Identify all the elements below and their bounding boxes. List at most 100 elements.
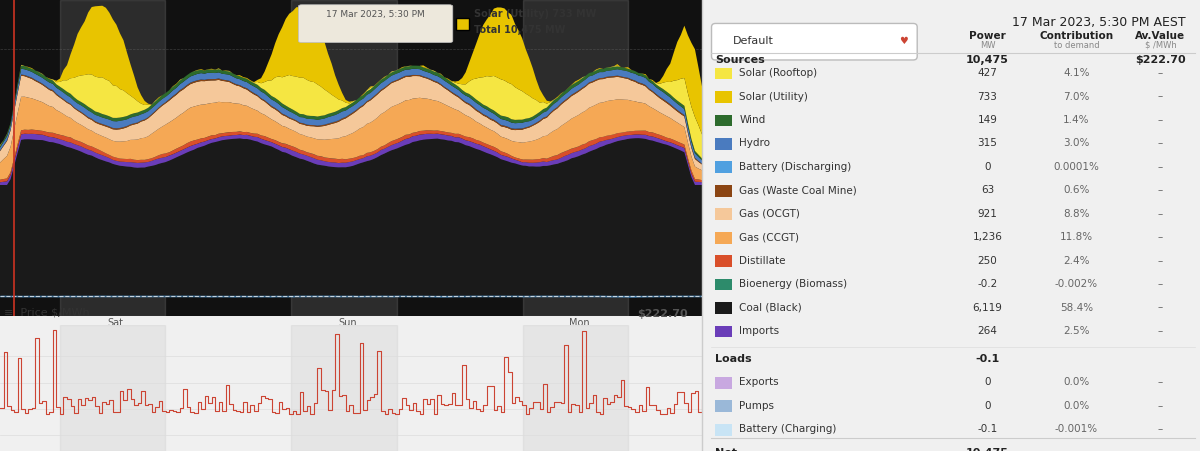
Text: 3.0%: 3.0% bbox=[1063, 138, 1090, 148]
Text: 427: 427 bbox=[978, 68, 997, 78]
Text: 315: 315 bbox=[978, 138, 997, 148]
FancyBboxPatch shape bbox=[715, 91, 732, 103]
Bar bbox=[292, 325, 397, 451]
Text: 2.4%: 2.4% bbox=[1063, 256, 1090, 266]
Text: Net: Net bbox=[715, 448, 738, 451]
Text: Gas (OCGT): Gas (OCGT) bbox=[739, 209, 800, 219]
Text: Gas (CCGT): Gas (CCGT) bbox=[739, 232, 799, 242]
FancyBboxPatch shape bbox=[715, 424, 732, 436]
FancyBboxPatch shape bbox=[715, 302, 732, 314]
Bar bbox=[60, 325, 164, 451]
Bar bbox=[523, 0, 629, 316]
Text: Default: Default bbox=[733, 37, 774, 46]
Text: 4.1%: 4.1% bbox=[1063, 68, 1090, 78]
Text: Solar (Rooftop): Solar (Rooftop) bbox=[739, 68, 817, 78]
Text: –: – bbox=[1158, 68, 1163, 78]
FancyBboxPatch shape bbox=[456, 18, 469, 30]
Text: –: – bbox=[1158, 256, 1163, 266]
Text: 733: 733 bbox=[978, 92, 997, 101]
Text: –: – bbox=[1158, 424, 1163, 434]
Text: 264: 264 bbox=[978, 326, 997, 336]
Text: Loads: Loads bbox=[715, 354, 752, 364]
Text: 0.6%: 0.6% bbox=[1063, 185, 1090, 195]
Text: 20 Mar: 20 Mar bbox=[562, 329, 596, 339]
Text: $222.70: $222.70 bbox=[1135, 55, 1186, 64]
Text: Imports: Imports bbox=[739, 326, 779, 336]
Text: Sources: Sources bbox=[715, 55, 766, 64]
Text: 7.0%: 7.0% bbox=[1063, 92, 1090, 101]
Bar bbox=[60, 0, 164, 316]
Text: Mon: Mon bbox=[569, 318, 589, 328]
Text: 18 Mar: 18 Mar bbox=[98, 329, 133, 339]
Text: Battery (Discharging): Battery (Discharging) bbox=[739, 162, 852, 172]
Text: 0: 0 bbox=[984, 162, 991, 172]
Text: –: – bbox=[1158, 115, 1163, 125]
Text: 1,236: 1,236 bbox=[972, 232, 1002, 242]
FancyBboxPatch shape bbox=[715, 232, 732, 244]
Text: 921: 921 bbox=[978, 209, 997, 219]
Text: 0.0001%: 0.0001% bbox=[1054, 162, 1099, 172]
Text: –: – bbox=[1158, 303, 1163, 313]
FancyBboxPatch shape bbox=[715, 185, 732, 197]
Text: Av.Value: Av.Value bbox=[1135, 31, 1186, 41]
Text: –: – bbox=[1158, 209, 1163, 219]
Text: -0.002%: -0.002% bbox=[1055, 279, 1098, 289]
FancyBboxPatch shape bbox=[712, 23, 917, 60]
Text: ♥: ♥ bbox=[899, 37, 907, 46]
Text: 250: 250 bbox=[978, 256, 997, 266]
FancyBboxPatch shape bbox=[715, 400, 732, 412]
Text: 63: 63 bbox=[980, 185, 994, 195]
FancyBboxPatch shape bbox=[715, 377, 732, 389]
Text: Wind: Wind bbox=[739, 115, 766, 125]
Text: 149: 149 bbox=[978, 115, 997, 125]
Text: –: – bbox=[1158, 377, 1163, 387]
Text: 10,475: 10,475 bbox=[966, 55, 1009, 64]
Text: –: – bbox=[1158, 326, 1163, 336]
Text: 8.8%: 8.8% bbox=[1063, 209, 1090, 219]
Text: 0.0%: 0.0% bbox=[1063, 401, 1090, 411]
Text: 2.5%: 2.5% bbox=[1063, 326, 1090, 336]
Text: Solar (Utility): Solar (Utility) bbox=[739, 92, 808, 101]
Text: Contribution: Contribution bbox=[1039, 31, 1114, 41]
Bar bbox=[523, 325, 629, 451]
Text: –: – bbox=[1158, 162, 1163, 172]
Text: $222.70: $222.70 bbox=[637, 309, 688, 319]
Text: Battery (Charging): Battery (Charging) bbox=[739, 424, 836, 434]
Text: ≡  Price $/MWh: ≡ Price $/MWh bbox=[4, 307, 89, 317]
Text: -0.1: -0.1 bbox=[977, 424, 997, 434]
Text: 1.4%: 1.4% bbox=[1063, 115, 1090, 125]
Text: –: – bbox=[1158, 92, 1163, 101]
FancyBboxPatch shape bbox=[715, 138, 732, 150]
Text: 17 Mar 2023, 5:30 PM AEST: 17 Mar 2023, 5:30 PM AEST bbox=[1012, 16, 1186, 29]
Text: –: – bbox=[1158, 401, 1163, 411]
FancyBboxPatch shape bbox=[715, 279, 732, 290]
Text: Total 10,475 MW: Total 10,475 MW bbox=[474, 25, 565, 35]
Text: Pumps: Pumps bbox=[739, 401, 774, 411]
Text: Coal (Black): Coal (Black) bbox=[739, 303, 802, 313]
FancyBboxPatch shape bbox=[715, 68, 732, 79]
Text: –: – bbox=[1158, 138, 1163, 148]
Text: Gas (Waste Coal Mine): Gas (Waste Coal Mine) bbox=[739, 185, 857, 195]
Text: MW: MW bbox=[979, 41, 995, 50]
Text: 11.8%: 11.8% bbox=[1060, 232, 1093, 242]
FancyBboxPatch shape bbox=[715, 161, 732, 173]
Text: Solar (Utility) 733 MW: Solar (Utility) 733 MW bbox=[474, 9, 596, 19]
FancyBboxPatch shape bbox=[299, 5, 452, 43]
Text: 0.0%: 0.0% bbox=[1063, 377, 1090, 387]
Bar bbox=[292, 0, 397, 316]
FancyBboxPatch shape bbox=[715, 208, 732, 220]
Text: 19 Mar: 19 Mar bbox=[330, 329, 365, 339]
Text: Sat: Sat bbox=[108, 318, 124, 328]
Text: 0: 0 bbox=[984, 401, 991, 411]
Text: –: – bbox=[1158, 232, 1163, 242]
Text: Bioenergy (Biomass): Bioenergy (Biomass) bbox=[739, 279, 847, 289]
Text: Exports: Exports bbox=[739, 377, 779, 387]
FancyBboxPatch shape bbox=[715, 326, 732, 337]
Text: 58.4%: 58.4% bbox=[1060, 303, 1093, 313]
Text: $ /MWh: $ /MWh bbox=[1145, 41, 1176, 50]
Text: Power: Power bbox=[970, 31, 1006, 41]
FancyBboxPatch shape bbox=[715, 115, 732, 126]
Text: 17 Mar 2023, 5:30 PM: 17 Mar 2023, 5:30 PM bbox=[326, 10, 425, 19]
Text: to demand: to demand bbox=[1054, 41, 1099, 50]
Text: Hydro: Hydro bbox=[739, 138, 770, 148]
